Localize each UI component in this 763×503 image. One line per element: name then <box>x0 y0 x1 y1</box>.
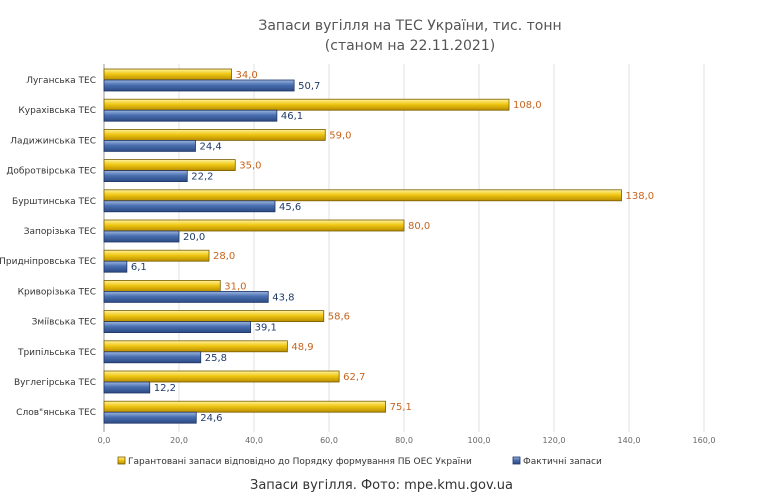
bar-actual <box>103 139 196 152</box>
image-caption: Запаси вугілля. Фото: mpe.kmu.gov.ua <box>249 478 513 493</box>
bar-actual <box>103 170 188 183</box>
data-label-actual: 24,4 <box>200 141 222 152</box>
x-tick-label: 20,0 <box>170 436 188 445</box>
data-label-actual: 24,6 <box>200 413 222 424</box>
legend-guaranteed-swatch <box>117 456 126 465</box>
bar-actual <box>103 230 180 243</box>
x-tick-label: 60,0 <box>320 436 338 445</box>
bar-actual <box>103 411 197 424</box>
bar-guaranteed <box>103 98 510 111</box>
category-label: Зміївська ТЕС <box>32 318 96 328</box>
data-label-actual: 25,8 <box>205 353 227 364</box>
x-tick-label: 100,0 <box>468 436 491 445</box>
data-label-actual: 45,6 <box>279 202 301 213</box>
bar-guaranteed <box>103 68 232 81</box>
data-label-guaranteed: 31,0 <box>224 281 246 292</box>
bar-guaranteed <box>103 189 622 202</box>
legend-guaranteed-label: Гарантовані запаси відповідно до Порядку… <box>128 457 472 467</box>
x-axis-ticks: 0,0 20,0 40,0 60,0 80,0 100,0 120,0 140,0 160,0 <box>98 436 716 445</box>
bar-actual <box>103 321 252 334</box>
data-label-actual: 39,1 <box>255 323 277 334</box>
bar-actual <box>103 260 128 273</box>
category-label: Придніпровська ТЕС <box>0 257 96 267</box>
x-tick-label: 140,0 <box>618 436 641 445</box>
chart-subtitle: (станом на 22.11.2021) <box>325 38 495 54</box>
chart: Запаси вугілля на ТЕС України, тис. тонн… <box>0 18 716 467</box>
data-label-guaranteed: 35,0 <box>239 161 261 172</box>
bar-guaranteed <box>103 370 340 383</box>
data-label-guaranteed: 80,0 <box>408 221 430 232</box>
legend-actual-label: Фактичні запаси <box>523 457 602 467</box>
bar-actual <box>103 200 276 213</box>
grid <box>103 64 705 432</box>
bar-guaranteed <box>103 249 210 262</box>
data-label-guaranteed: 108,0 <box>513 100 542 111</box>
bar-guaranteed <box>103 400 387 413</box>
bar-guaranteed <box>103 340 288 353</box>
bar-guaranteed <box>103 310 325 323</box>
data-label-guaranteed: 75,1 <box>390 402 412 413</box>
x-tick-label: 40,0 <box>245 436 263 445</box>
category-label: Бурштинська ТЕС <box>12 197 96 207</box>
x-tick-label: 120,0 <box>543 436 566 445</box>
category-label: Трипільська ТЕС <box>17 348 96 358</box>
category-label: Курахівська ТЕС <box>18 106 96 116</box>
bar-actual <box>103 381 151 394</box>
bar-actual <box>103 79 295 92</box>
category-label: Вуглегірська ТЕС <box>14 378 96 388</box>
category-label: Луганська ТЕС <box>26 76 96 86</box>
category-label: Криворізька ТЕС <box>18 287 96 297</box>
x-tick-label: 80,0 <box>395 436 413 445</box>
category-label: Добротвірська ТЕС <box>6 167 96 177</box>
bar-actual <box>103 351 202 364</box>
data-label-guaranteed: 34,0 <box>236 70 258 81</box>
data-label-guaranteed: 59,0 <box>329 130 351 141</box>
data-label-actual: 20,0 <box>183 232 205 243</box>
bar-actual <box>103 109 278 122</box>
category-label: Запорізька ТЕС <box>24 227 96 237</box>
category-label: Слов"янська ТЕС <box>16 408 96 418</box>
legend-actual-swatch <box>512 456 521 465</box>
data-label-actual: 46,1 <box>281 111 303 122</box>
data-label-actual: 22,2 <box>191 172 213 183</box>
data-label-guaranteed: 48,9 <box>291 342 313 353</box>
bar-guaranteed <box>103 128 326 141</box>
data-label-actual: 12,2 <box>154 383 176 394</box>
bar-actual <box>103 290 269 303</box>
category-labels: Луганська ТЕС Курахівська ТЕС Ладижинська … <box>0 76 96 418</box>
data-label-guaranteed: 58,6 <box>328 312 350 323</box>
chart-title: Запаси вугілля на ТЕС України, тис. тонн <box>258 18 561 34</box>
category-label: Ладижинська ТЕС <box>10 136 96 146</box>
data-label-actual: 50,7 <box>298 81 320 92</box>
legend: Гарантовані запаси відповідно до Порядку… <box>117 456 602 467</box>
x-tick-label: 0,0 <box>98 436 111 445</box>
data-label-actual: 6,1 <box>131 262 147 273</box>
bar-guaranteed <box>103 219 405 232</box>
data-label-actual: 43,8 <box>272 292 294 303</box>
data-label-guaranteed: 62,7 <box>343 372 365 383</box>
bars: 34,0 50,7 108,0 46,1 59,0 24,4 35,0 22,2 138,0 45… <box>103 68 655 424</box>
data-label-guaranteed: 28,0 <box>213 251 235 262</box>
bar-guaranteed <box>103 279 221 292</box>
bar-guaranteed <box>103 159 236 172</box>
x-tick-label: 160,0 <box>693 436 716 445</box>
data-label-guaranteed: 138,0 <box>626 191 655 202</box>
